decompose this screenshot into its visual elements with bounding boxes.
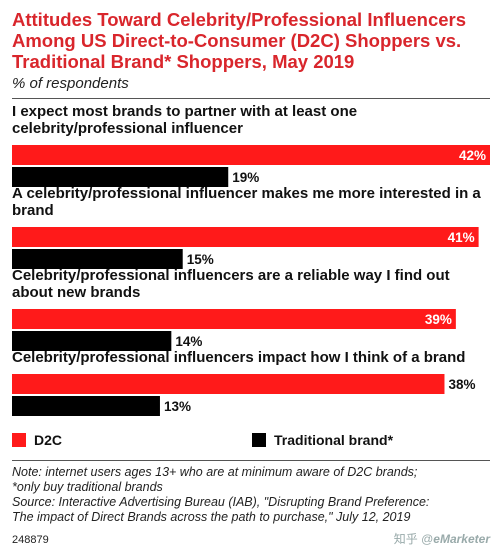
category-label: about new brands xyxy=(12,284,140,301)
brand-mark: 知乎 @eMarketer xyxy=(394,530,490,547)
bar-d2c xyxy=(12,309,456,329)
category-label: brand xyxy=(12,202,54,219)
value-label: 14% xyxy=(175,334,202,349)
note-line: *only buy traditional brands xyxy=(12,480,163,494)
top-divider xyxy=(12,98,490,99)
bar-traditional xyxy=(12,396,160,416)
brand-name: eMarketer xyxy=(433,532,490,546)
chart-id: 248879 xyxy=(12,534,49,546)
value-label: 41% xyxy=(448,230,475,245)
source-line: The impact of Direct Brands across the p… xyxy=(12,510,411,524)
legend-label-d2c: D2C xyxy=(34,432,63,448)
bar-traditional xyxy=(12,167,229,187)
bar-traditional xyxy=(12,249,183,269)
legend-item-traditional: Traditional brand* xyxy=(252,432,393,448)
bar-d2c xyxy=(12,145,490,165)
value-label: 15% xyxy=(187,252,214,267)
value-label: 38% xyxy=(448,377,475,392)
note-line: Note: internet users ages 13+ who are at… xyxy=(12,465,418,479)
category-label: Celebrity/professional influencers impac… xyxy=(12,349,465,366)
legend-item-d2c: D2C xyxy=(12,432,62,448)
legend-swatch-traditional xyxy=(252,433,266,447)
value-label: 42% xyxy=(459,148,486,163)
chart-subtitle: % of respondents xyxy=(12,75,129,92)
bar-d2c xyxy=(12,227,479,247)
chart-title: Attitudes Toward Celebrity/Professional … xyxy=(12,9,467,72)
legend-swatch-d2c xyxy=(12,433,26,447)
category-label: A celebrity/professional influencer make… xyxy=(12,185,481,202)
source-line: Source: Interactive Advertising Bureau (… xyxy=(12,495,430,509)
value-label: 19% xyxy=(232,170,259,185)
legend-label-traditional: Traditional brand* xyxy=(274,432,394,448)
notes: Note: internet users ages 13+ who are at… xyxy=(12,465,492,525)
category-label: celebrity/professional influencer xyxy=(12,120,243,137)
category-label: I expect most brands to partner with at … xyxy=(12,103,357,120)
bar-chart: I expect most brands to partner with at … xyxy=(12,103,490,416)
bar-traditional xyxy=(12,331,172,351)
category-label: Celebrity/professional influencers are a… xyxy=(12,267,450,284)
brand-prefix: 知乎 @ xyxy=(393,532,434,546)
value-label: 39% xyxy=(425,312,452,327)
value-label: 13% xyxy=(164,399,191,414)
bottom-divider xyxy=(12,460,490,461)
bar-d2c xyxy=(12,374,445,394)
legend: D2C Traditional brand* xyxy=(12,432,492,452)
